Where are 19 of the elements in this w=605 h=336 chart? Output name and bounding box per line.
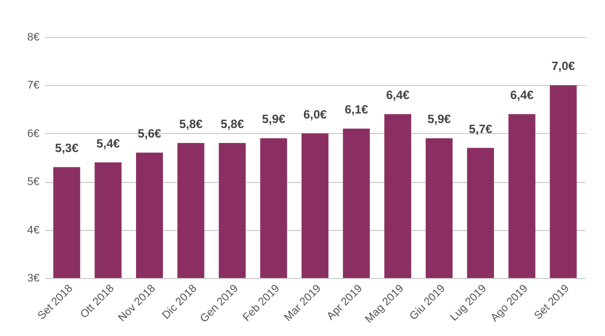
data-label: 5,8€ (179, 117, 203, 132)
data-label: 5,4€ (96, 136, 120, 150)
data-label: 5,7€ (468, 122, 493, 136)
data-label: 7,0€ (552, 59, 576, 74)
y-tick-label: 3€ (27, 272, 40, 284)
y-tick-label: 8€ (27, 32, 40, 44)
data-label: 5,6€ (138, 126, 162, 141)
y-tick-label: 6€ (27, 128, 40, 140)
y-tick-label: 4€ (27, 224, 40, 236)
data-label: 6,4€ (510, 88, 534, 102)
data-label: 5,3€ (55, 141, 79, 156)
data-label: 5,8€ (220, 117, 244, 132)
data-label: 6,4€ (386, 88, 410, 102)
data-label: 5,9€ (262, 112, 286, 126)
data-label: 6,1€ (344, 102, 368, 117)
data-label: 6,0€ (303, 107, 327, 122)
y-tick-label: 5€ (27, 176, 40, 188)
data-label: 5,9€ (427, 112, 452, 126)
y-tick-label: 7€ (27, 80, 40, 92)
